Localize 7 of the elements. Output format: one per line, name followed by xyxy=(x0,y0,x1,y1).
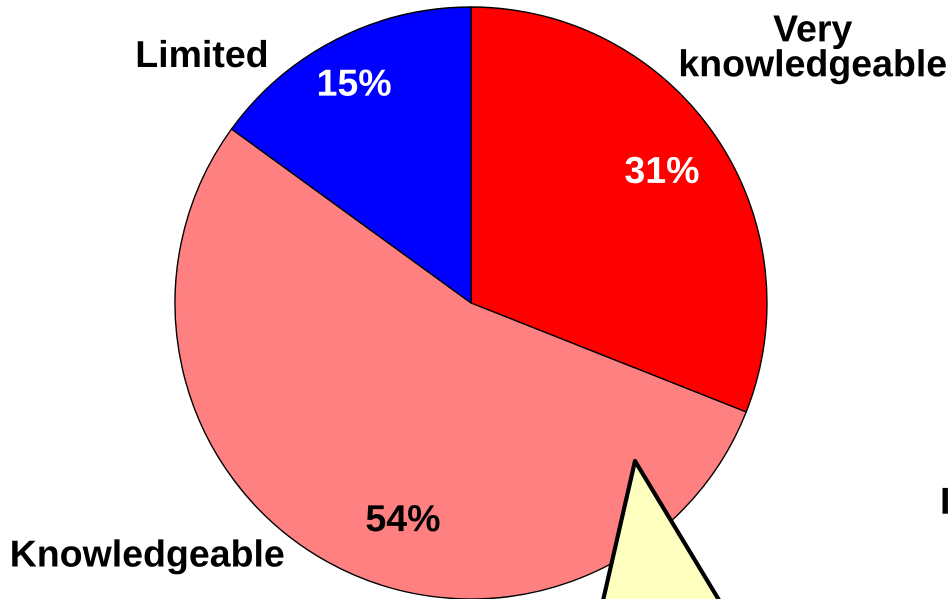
slice-label: Knowledgeable xyxy=(12,539,284,574)
data-label: 54% xyxy=(366,505,440,532)
text: I xyxy=(942,488,948,514)
slice-label: Very knowledgeable xyxy=(680,16,946,84)
data-label: 15% xyxy=(318,70,391,96)
slice-label: Limited xyxy=(138,40,266,68)
data-label: 31% xyxy=(625,156,698,184)
